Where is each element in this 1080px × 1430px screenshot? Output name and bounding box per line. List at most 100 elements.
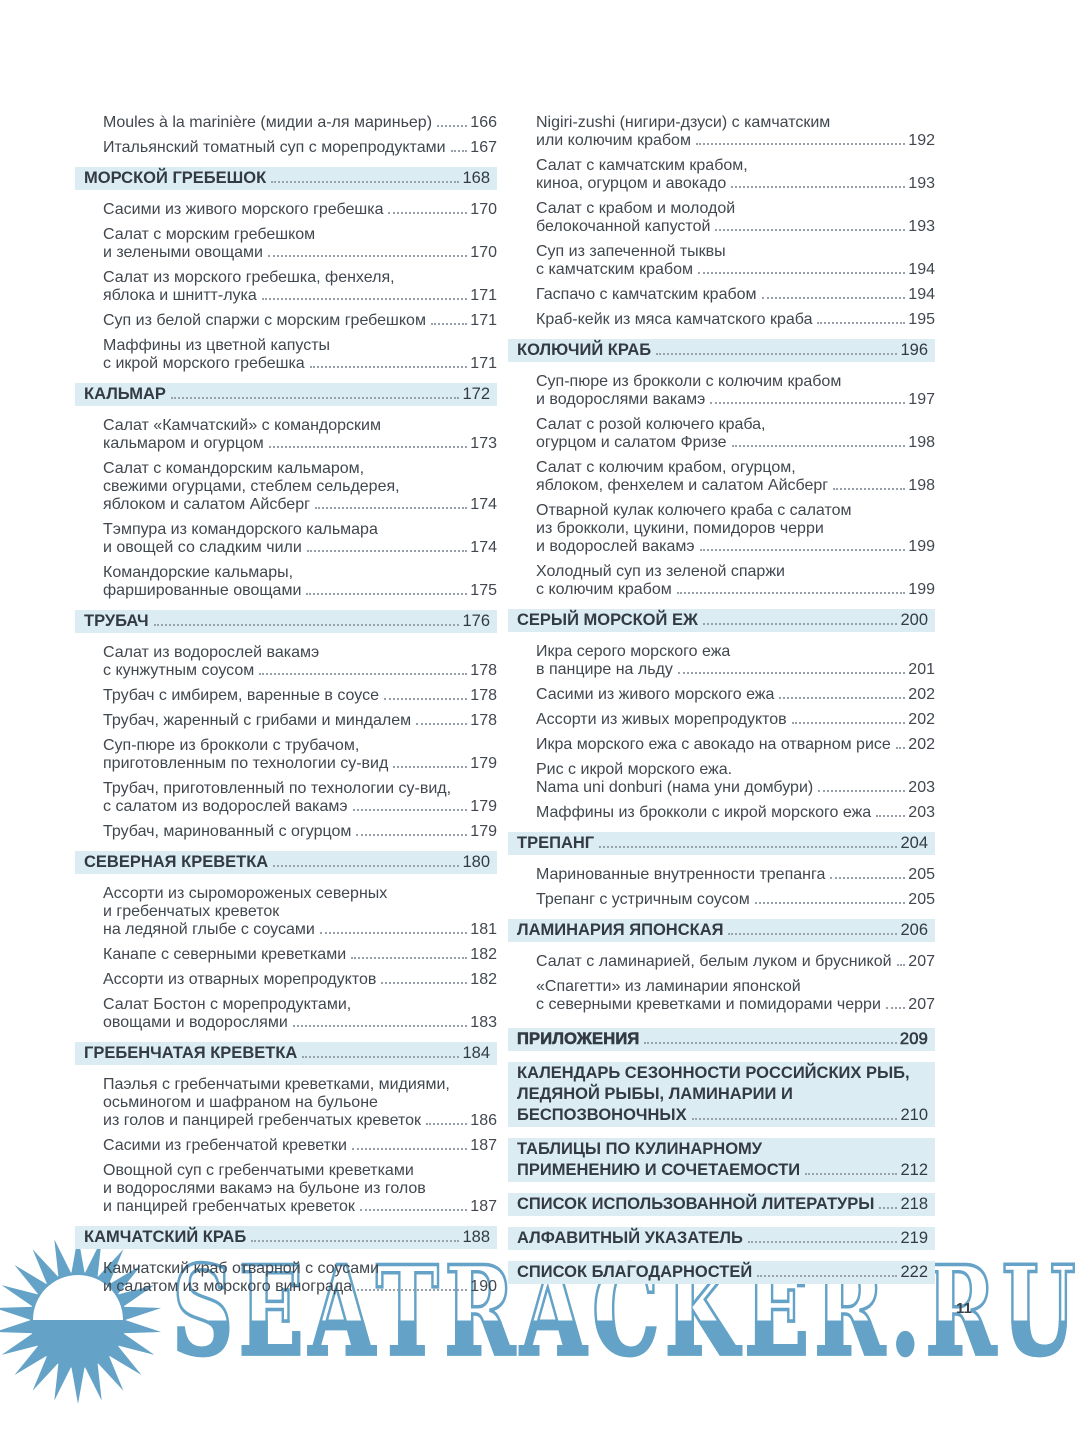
toc-label: Канапе с северными креветками xyxy=(103,946,347,963)
toc-entry: Трубач, приготовленный по технологии су-… xyxy=(75,780,497,816)
toc-entry: Салат с камчатским крабом, киноа, огурцом… xyxy=(508,157,935,193)
toc-entry: Маффины из цветной капусты с икрой морско… xyxy=(75,337,497,373)
toc-line: Трубач, жаренный с грибами и миндалем 178 xyxy=(103,712,497,730)
toc-label: Трубач, маринованный с огурцом xyxy=(103,823,352,840)
dotted-leader xyxy=(430,323,468,325)
toc-entry: Рис с икрой морского ежа. Nama uni donbur… xyxy=(508,761,935,797)
toc-section-header: СЕРЫЙ МОРСКОЙ ЕЖ 200 xyxy=(508,609,935,632)
dotted-leader xyxy=(876,815,906,817)
toc-entry: Маринованные внутренности трепанга 205 xyxy=(508,866,935,884)
page-ref: 179 xyxy=(470,823,497,840)
toc-label: с камчатским крабом xyxy=(536,261,693,278)
dotted-leader xyxy=(356,834,468,836)
toc-section-header: МОРСКОЙ ГРЕБЕШОК 168 xyxy=(75,167,497,190)
toc-label: и панцирей гребенчатых креветок xyxy=(103,1198,355,1215)
toc-line: из голов и панцирей гребенчатых креветок… xyxy=(103,1112,497,1130)
toc-section-header: КАЛЬМАР 172 xyxy=(75,383,497,406)
toc-line: Краб-кейк из мяса камчатского краба 195 xyxy=(536,311,935,329)
toc-label: СПИСОК ИСПОЛЬЗОВАННОЙ ЛИТЕРАТУРЫ xyxy=(517,1195,875,1213)
toc-line: Маринованные внутренности трепанга 205 xyxy=(536,866,935,884)
dotted-leader xyxy=(817,322,906,324)
toc-entry: «Спагетти» из ламинарии японской с северн… xyxy=(508,978,935,1014)
toc-line: с икрой морского гребешка 171 xyxy=(103,355,497,373)
toc-label: ТРЕПАНГ xyxy=(517,834,595,852)
toc-line: ТАБЛИЦЫ ПО КУЛИНАРНОМУ xyxy=(517,1140,763,1158)
page-ref: 167 xyxy=(470,139,497,156)
dotted-leader xyxy=(731,445,906,447)
toc-line: и панцирей гребенчатых креветок 187 xyxy=(103,1198,497,1216)
toc-line: огурцом и салатом Фризе 198 xyxy=(536,434,935,452)
toc-line: Салат из водорослей вакамэ xyxy=(103,644,320,661)
toc-label: с северными креветками и помидорами черр… xyxy=(536,996,881,1013)
toc-line: ТРЕПАНГ 204 xyxy=(517,833,928,854)
toc-label: фаршированные овощами xyxy=(103,582,302,599)
page-ref: 193 xyxy=(908,218,935,235)
dotted-leader xyxy=(879,1207,898,1209)
toc-entry: Холодный суп из зеленой спаржи с колючим … xyxy=(508,563,935,599)
dotted-leader xyxy=(896,964,906,966)
dotted-leader xyxy=(731,186,906,188)
page-ref: 171 xyxy=(470,312,497,329)
dotted-leader xyxy=(656,353,898,355)
dotted-leader xyxy=(314,507,468,509)
page-ref: 196 xyxy=(900,341,928,359)
toc-label: Итальянский томатный суп с морепродуктам… xyxy=(103,139,446,156)
toc-entry: Маффины из брокколи с икрой морского ежа… xyxy=(508,804,935,822)
toc-label: яблоком, фенхелем и салатом Айсберг xyxy=(536,477,829,494)
page-ref: 186 xyxy=(470,1112,497,1129)
toc-entry: Трубач, жаренный с грибами и миндалем 178 xyxy=(75,712,497,730)
toc-line: и гребенчатых креветок xyxy=(103,903,280,920)
page-ref: 205 xyxy=(908,866,935,883)
sun-icon xyxy=(0,1236,162,1404)
toc-entry: Салат с колючим крабом, огурцом, яблоком,… xyxy=(508,459,935,495)
page-ref: 174 xyxy=(470,496,497,513)
toc-entry: Тэмпура из командорского кальмара и овоще… xyxy=(75,521,497,557)
toc-label: Nama uni donburi (нама уни домбури) xyxy=(536,779,814,796)
page-ref: 171 xyxy=(470,287,497,304)
toc-line: «Спагетти» из ламинарии японской xyxy=(536,978,801,995)
toc-entry: Сасими из живого морского гребешка 170 xyxy=(75,201,497,219)
dotted-leader xyxy=(779,697,906,699)
dotted-leader xyxy=(757,1275,898,1277)
toc-line: Рис с икрой морского ежа. xyxy=(536,761,733,778)
dotted-leader xyxy=(359,1209,468,1211)
dotted-leader xyxy=(710,402,906,404)
toc-entry: Икра серого морского ежа в панцире на льд… xyxy=(508,643,935,679)
toc-label: киноа, огурцом и авокадо xyxy=(536,175,727,192)
toc-line: ЛЕДЯНОЙ РЫБЫ, ЛАМИНАРИИ И xyxy=(517,1085,793,1103)
toc-line: осьминогом и шафраном на бульоне xyxy=(103,1094,378,1111)
toc-label: ПРИМЕНЕНИЮ И СОЧЕТАЕМОСТИ xyxy=(517,1161,801,1179)
toc-line: яблоком, фенхелем и салатом Айсберг 198 xyxy=(536,477,935,495)
dotted-leader xyxy=(319,932,468,934)
dotted-leader xyxy=(450,150,468,152)
page-ref: 171 xyxy=(470,355,497,372)
toc-line: СПИСОК БЛАГОДАРНОСТЕЙ 222 xyxy=(517,1262,928,1283)
dotted-leader xyxy=(388,212,468,214)
dotted-leader xyxy=(747,1241,898,1243)
toc-line: яблоком и салатом Айсберг 174 xyxy=(103,496,497,514)
page-ref: 207 xyxy=(908,953,935,970)
dotted-leader xyxy=(292,1025,468,1027)
toc-line: Холодный суп из зеленой спаржи xyxy=(536,563,785,580)
dotted-leader xyxy=(728,933,898,935)
toc-entry: Сасими из живого морского ежа 202 xyxy=(508,686,935,704)
toc-line: Салат с ламинарией, белым луком и брусни… xyxy=(536,953,935,971)
toc-entry: Салат из водорослей вакамэ с кунжутным со… xyxy=(75,644,497,680)
toc-section-header: ТАБЛИЦЫ ПО КУЛИНАРНОМУ ПРИМЕНЕНИЮ И СОЧЕТ… xyxy=(508,1138,935,1182)
toc-line: Сасими из гребенчатой креветки 187 xyxy=(103,1137,497,1155)
dotted-leader xyxy=(268,446,468,448)
toc-label: Икра морского ежа с авокадо на отварном … xyxy=(536,736,891,753)
toc-label: ПРИЛОЖЕНИЯ xyxy=(517,1030,640,1049)
toc-label: белокочанной капустой xyxy=(536,218,711,235)
page-ref: 195 xyxy=(908,311,935,328)
toc-entry: Ассорти из живых морепродуктов 202 xyxy=(508,711,935,729)
toc-label: Краб-кейк из мяса камчатского краба xyxy=(536,311,813,328)
dotted-leader xyxy=(830,877,906,879)
toc-section-header: КАЛЕНДАРЬ СЕЗОННОСТИ РОССИЙСКИХ РЫБ, ЛЕДЯ… xyxy=(508,1062,935,1127)
toc-line: Салат с крабом и молодой xyxy=(536,200,736,217)
toc-section-header: СЕВЕРНАЯ КРЕВЕТКА 180 xyxy=(75,851,497,874)
toc-line: Трубач, приготовленный по технологии су-… xyxy=(103,780,452,797)
toc-line: Салат «Камчатский» с командорским xyxy=(103,417,381,434)
toc-line: Салат Бостон с морепродуктами, xyxy=(103,996,352,1013)
toc-entry: Суп из запеченной тыквы с камчатским краб… xyxy=(508,243,935,279)
